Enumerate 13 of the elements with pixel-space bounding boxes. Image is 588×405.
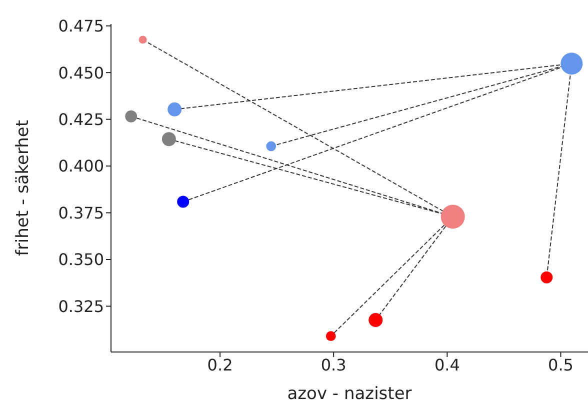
x-tick-label: 0.5 — [548, 355, 574, 374]
x-tick-label: 0.3 — [320, 355, 346, 374]
x-tick-label: 0.2 — [207, 355, 233, 374]
x-axis-title: azov - nazister — [287, 384, 412, 404]
y-tick-label: 0.400 — [58, 156, 104, 176]
y-tick-label: 0.425 — [58, 110, 104, 129]
y-axis-title: frihet - säkerhet — [13, 120, 34, 256]
y-tick-label: 0.325 — [58, 296, 104, 316]
y-tick-label: 0.375 — [58, 203, 104, 222]
x-tick-label: 0.4 — [434, 355, 460, 374]
y-tick-label: 0.475 — [58, 16, 104, 36]
y-tick-label: 0.350 — [58, 250, 104, 270]
y-tick-label: 0.450 — [58, 63, 104, 82]
